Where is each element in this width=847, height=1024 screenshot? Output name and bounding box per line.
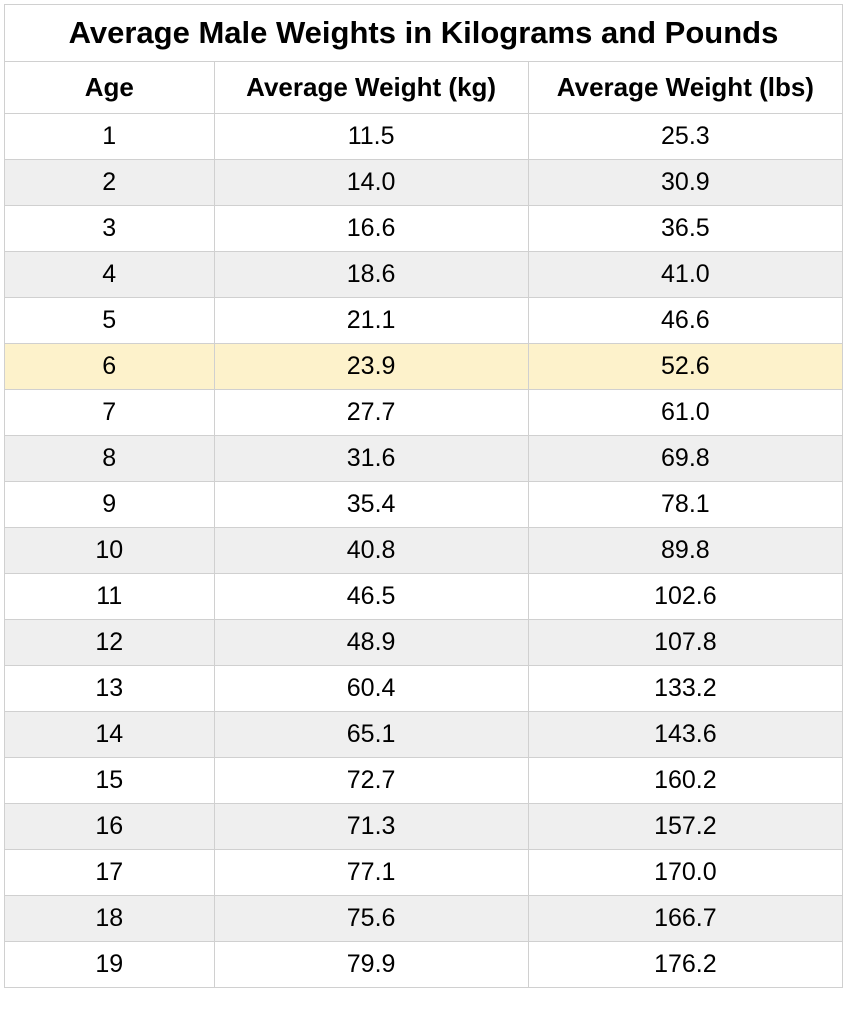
- cell-age: 10: [5, 528, 215, 574]
- cell-lbs: 41.0: [528, 252, 842, 298]
- cell-age: 13: [5, 666, 215, 712]
- cell-lbs: 166.7: [528, 896, 842, 942]
- cell-lbs: 52.6: [528, 344, 842, 390]
- table-row: 1 11.5 25.3: [5, 114, 843, 160]
- cell-lbs: 69.8: [528, 436, 842, 482]
- table-row: 2 14.0 30.9: [5, 160, 843, 206]
- cell-age: 14: [5, 712, 215, 758]
- cell-lbs: 78.1: [528, 482, 842, 528]
- cell-kg: 35.4: [214, 482, 528, 528]
- cell-age: 7: [5, 390, 215, 436]
- table-row: 12 48.9 107.8: [5, 620, 843, 666]
- cell-age: 1: [5, 114, 215, 160]
- column-header-lbs: Average Weight (lbs): [528, 62, 842, 114]
- table-body: 1 11.5 25.3 2 14.0 30.9 3 16.6 36.5 4 18…: [5, 114, 843, 988]
- table-row: 9 35.4 78.1: [5, 482, 843, 528]
- table-row: 5 21.1 46.6: [5, 298, 843, 344]
- cell-lbs: 107.8: [528, 620, 842, 666]
- cell-age: 3: [5, 206, 215, 252]
- cell-age: 8: [5, 436, 215, 482]
- cell-lbs: 25.3: [528, 114, 842, 160]
- table-row: 18 75.6 166.7: [5, 896, 843, 942]
- table-row: 7 27.7 61.0: [5, 390, 843, 436]
- cell-age: 19: [5, 942, 215, 988]
- cell-kg: 14.0: [214, 160, 528, 206]
- table-row: 14 65.1 143.6: [5, 712, 843, 758]
- cell-lbs: 170.0: [528, 850, 842, 896]
- table-row: 17 77.1 170.0: [5, 850, 843, 896]
- cell-kg: 40.8: [214, 528, 528, 574]
- cell-kg: 72.7: [214, 758, 528, 804]
- table-row: 11 46.5 102.6: [5, 574, 843, 620]
- table-row-highlighted: 6 23.9 52.6: [5, 344, 843, 390]
- cell-lbs: 157.2: [528, 804, 842, 850]
- cell-lbs: 46.6: [528, 298, 842, 344]
- cell-lbs: 89.8: [528, 528, 842, 574]
- cell-kg: 31.6: [214, 436, 528, 482]
- cell-lbs: 102.6: [528, 574, 842, 620]
- cell-kg: 71.3: [214, 804, 528, 850]
- cell-kg: 11.5: [214, 114, 528, 160]
- cell-age: 5: [5, 298, 215, 344]
- cell-lbs: 176.2: [528, 942, 842, 988]
- cell-kg: 60.4: [214, 666, 528, 712]
- cell-age: 9: [5, 482, 215, 528]
- cell-age: 18: [5, 896, 215, 942]
- table-row: 19 79.9 176.2: [5, 942, 843, 988]
- cell-lbs: 160.2: [528, 758, 842, 804]
- table-row: 15 72.7 160.2: [5, 758, 843, 804]
- table-row: 4 18.6 41.0: [5, 252, 843, 298]
- cell-age: 4: [5, 252, 215, 298]
- table-row: 8 31.6 69.8: [5, 436, 843, 482]
- cell-age: 15: [5, 758, 215, 804]
- cell-age: 2: [5, 160, 215, 206]
- cell-lbs: 133.2: [528, 666, 842, 712]
- header-row: Age Average Weight (kg) Average Weight (…: [5, 62, 843, 114]
- cell-kg: 75.6: [214, 896, 528, 942]
- cell-lbs: 61.0: [528, 390, 842, 436]
- weight-table: Average Male Weights in Kilograms and Po…: [4, 4, 843, 988]
- cell-lbs: 30.9: [528, 160, 842, 206]
- cell-age: 12: [5, 620, 215, 666]
- table-row: 13 60.4 133.2: [5, 666, 843, 712]
- cell-kg: 65.1: [214, 712, 528, 758]
- cell-kg: 79.9: [214, 942, 528, 988]
- cell-kg: 18.6: [214, 252, 528, 298]
- cell-age: 6: [5, 344, 215, 390]
- cell-kg: 77.1: [214, 850, 528, 896]
- table-row: 16 71.3 157.2: [5, 804, 843, 850]
- cell-lbs: 143.6: [528, 712, 842, 758]
- cell-age: 16: [5, 804, 215, 850]
- cell-age: 11: [5, 574, 215, 620]
- title-row: Average Male Weights in Kilograms and Po…: [5, 5, 843, 62]
- cell-kg: 27.7: [214, 390, 528, 436]
- table-row: 10 40.8 89.8: [5, 528, 843, 574]
- cell-age: 17: [5, 850, 215, 896]
- cell-kg: 46.5: [214, 574, 528, 620]
- cell-kg: 16.6: [214, 206, 528, 252]
- cell-kg: 23.9: [214, 344, 528, 390]
- cell-lbs: 36.5: [528, 206, 842, 252]
- column-header-age: Age: [5, 62, 215, 114]
- cell-kg: 48.9: [214, 620, 528, 666]
- table-title: Average Male Weights in Kilograms and Po…: [5, 5, 843, 62]
- table-row: 3 16.6 36.5: [5, 206, 843, 252]
- cell-kg: 21.1: [214, 298, 528, 344]
- column-header-kg: Average Weight (kg): [214, 62, 528, 114]
